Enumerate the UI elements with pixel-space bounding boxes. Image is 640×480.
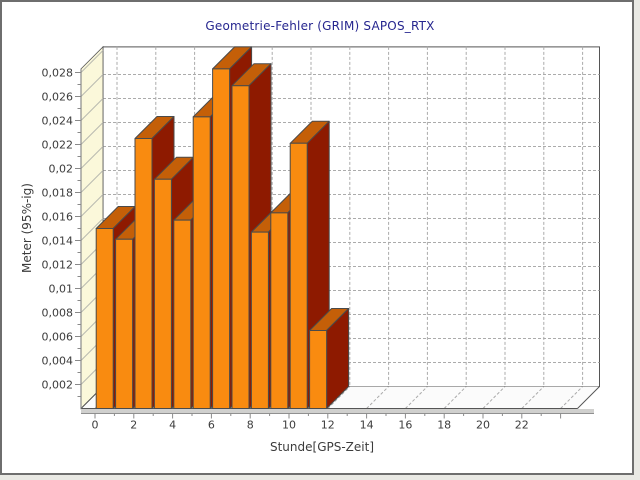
x-tick-label: 4 (169, 419, 176, 432)
chart-title: Geometrie-Fehler (GRIM) SAPOS_RTX (205, 19, 435, 33)
y-tick-label: 0,008 (42, 307, 74, 320)
y-axis: 0,002 0,004 0,006 0,008 0,01 0,012 0,014 0,016 0… (42, 67, 82, 409)
x-tick-label: 12 (321, 419, 335, 432)
y-tick-label: 0,006 (42, 331, 74, 344)
y-tick-label: 0,002 (42, 379, 74, 392)
x-tick-label: 20 (476, 419, 490, 432)
y-axis-title: Meter (95%-ig) (20, 183, 34, 273)
x-tick-label: 2 (130, 419, 137, 432)
y-tick-label: 0,01 (49, 283, 74, 296)
bars (95, 46, 350, 410)
x-axis-title: Stunde[GPS-Zeit] (269, 440, 375, 454)
floor-slab (81, 409, 594, 414)
y-tick-label: 0,014 (42, 235, 74, 248)
x-tick-label: 16 (398, 419, 412, 432)
x-axis: 0 2 4 6 8 10 12 14 16 18 20 22 (92, 413, 562, 432)
x-tick-label: 0 (92, 419, 99, 432)
y-tick-label: 0,022 (42, 139, 74, 152)
y-tick-label: 0,012 (42, 259, 74, 272)
x-tick-label: 14 (360, 419, 374, 432)
y-tick-label: 0,02 (49, 163, 74, 176)
y-tick-label: 0,028 (42, 67, 74, 80)
y-tick-label: 0,004 (42, 355, 74, 368)
x-tick-label: 22 (515, 419, 529, 432)
x-tick-label: 8 (247, 419, 254, 432)
y-tick-label: 0,024 (42, 115, 74, 128)
y-tick-label: 0,018 (42, 187, 74, 200)
x-tick-label: 6 (208, 419, 215, 432)
y-tick-label: 0,026 (42, 91, 74, 104)
x-tick-label: 10 (282, 419, 296, 432)
bar-hour-11 (309, 308, 350, 409)
y-tick-label: 0,016 (42, 211, 74, 224)
x-tick-label: 18 (437, 419, 451, 432)
